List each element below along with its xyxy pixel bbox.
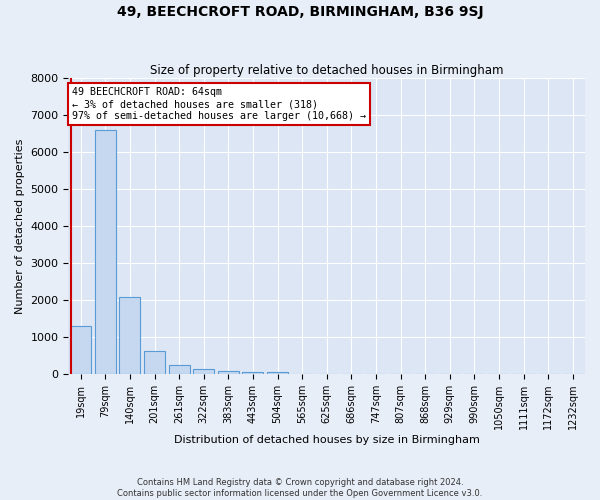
Bar [242, 372, 263, 374]
Text: 49 BEECHCROFT ROAD: 64sqm
← 3% of detached houses are smaller (318)
97% of semi-: 49 BEECHCROFT ROAD: 64sqm ← 3% of detach… [72, 88, 366, 120]
Bar [144, 352, 165, 374]
X-axis label: Distribution of detached houses by size in Birmingham: Distribution of detached houses by size … [174, 435, 479, 445]
Text: Contains HM Land Registry data © Crown copyright and database right 2024.
Contai: Contains HM Land Registry data © Crown c… [118, 478, 482, 498]
Bar [119, 296, 140, 374]
Bar [169, 364, 190, 374]
Bar [95, 130, 116, 374]
Y-axis label: Number of detached properties: Number of detached properties [15, 138, 25, 314]
Bar [70, 326, 91, 374]
Bar [193, 369, 214, 374]
Text: 49, BEECHCROFT ROAD, BIRMINGHAM, B36 9SJ: 49, BEECHCROFT ROAD, BIRMINGHAM, B36 9SJ [116, 5, 484, 19]
Bar [218, 370, 239, 374]
Bar [267, 372, 288, 374]
Title: Size of property relative to detached houses in Birmingham: Size of property relative to detached ho… [150, 64, 503, 77]
